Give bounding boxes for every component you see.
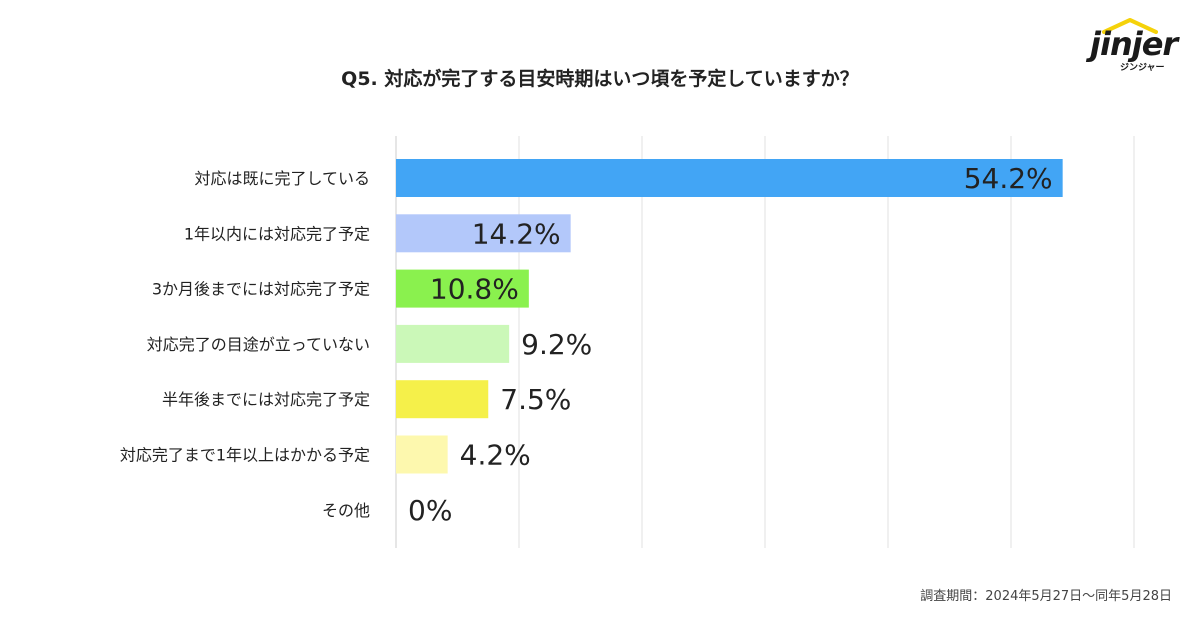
bar	[396, 159, 1063, 197]
chart-title: Q5. 対応が完了する目安時期はいつ頃を予定していますか？	[341, 68, 859, 90]
value-label: 10.8%	[430, 273, 519, 306]
category-label: 対応は既に完了している	[194, 169, 370, 188]
logo-subtitle: ジンジャー	[1120, 63, 1165, 73]
bar	[396, 380, 489, 419]
category-label: その他	[322, 501, 370, 520]
category-label: 半年後までには対応完了予定	[162, 390, 370, 409]
category-label: 対応完了まで1年以上はかかる予定	[120, 446, 370, 465]
bar	[396, 214, 571, 253]
bar	[396, 269, 529, 308]
value-label: 4.2%	[460, 439, 531, 472]
bar	[396, 435, 448, 474]
logo-word: jinjer	[1090, 25, 1178, 63]
value-label: 14.2%	[472, 217, 561, 250]
value-label: 54.2%	[964, 162, 1053, 195]
logo-roof-icon	[1102, 18, 1158, 34]
value-label: 9.2%	[521, 328, 592, 361]
logo-roof-shape	[1102, 18, 1158, 34]
value-label: 7.5%	[500, 383, 571, 416]
bar	[396, 324, 510, 363]
category-label: 3か月後までには対応完了予定	[152, 280, 370, 299]
category-label: 1年以内には対応完了予定	[184, 224, 370, 243]
value-label: 0%	[408, 494, 452, 527]
survey-period-note: 調査期間：2024年5月27日〜同年5月28日	[920, 589, 1172, 604]
jinjer-logo: jinjer ジンジャー	[1090, 14, 1190, 74]
category-label: 対応完了の目途が立っていない	[147, 335, 370, 354]
